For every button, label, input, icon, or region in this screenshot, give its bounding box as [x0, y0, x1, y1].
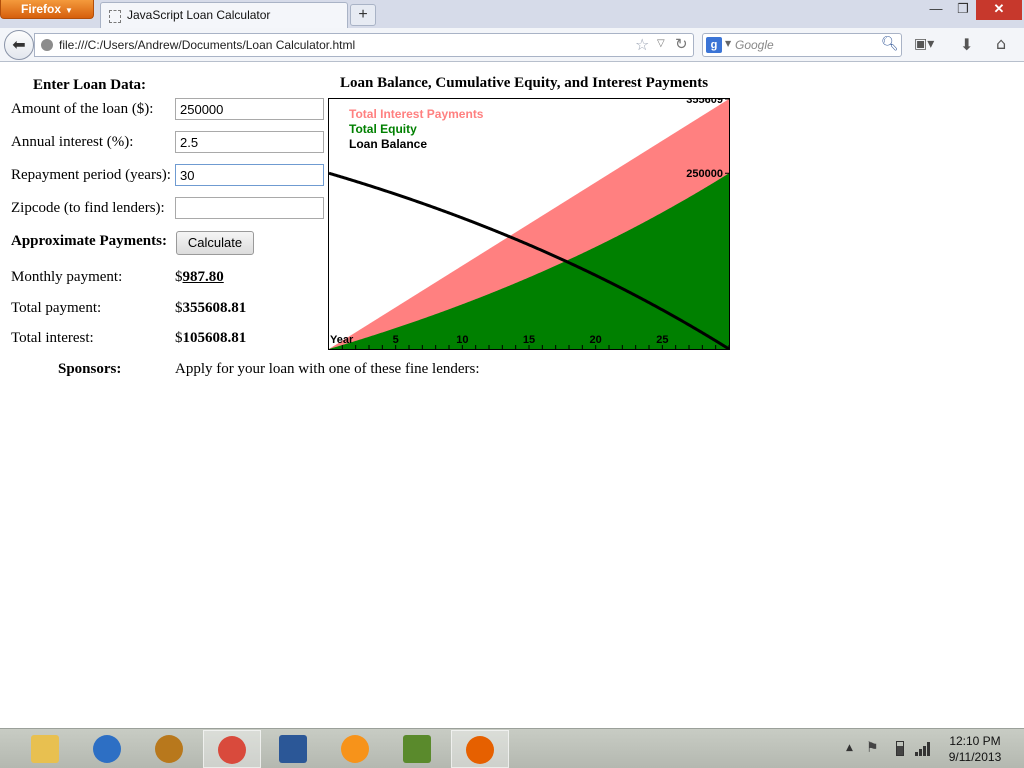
x-tick-label: 25	[656, 334, 668, 346]
payments-heading: Approximate Payments:	[11, 233, 167, 249]
chevron-down-icon[interactable]: ▼	[725, 39, 732, 48]
file-explorer-icon	[31, 735, 59, 763]
total-interest: $105608.81	[175, 330, 246, 347]
interest-label: Annual interest (%):	[11, 134, 134, 150]
chart-title: Loan Balance, Cumulative Equity, and Int…	[340, 75, 709, 91]
currency-symbol: $	[175, 269, 183, 285]
amount-label: Amount of the loan ($):	[11, 101, 154, 117]
battery-icon[interactable]	[896, 741, 904, 756]
amount-input[interactable]	[175, 98, 324, 120]
taskbar-app-malwarebytes[interactable]	[79, 730, 137, 768]
search-icon[interactable]: 🔍︎	[881, 36, 899, 52]
total-payment: $355608.81	[175, 300, 246, 317]
taskbar-app-star-wars-tor[interactable]	[141, 730, 199, 768]
loan-balance-line	[329, 171, 729, 349]
minimize-button[interactable]: —	[929, 1, 943, 16]
page-icon	[109, 10, 121, 23]
taskbar-app-chrome[interactable]	[203, 730, 261, 768]
star-wars-tor-icon	[155, 735, 183, 763]
total-interest-label: Total interest:	[11, 330, 94, 346]
chart-canvas: Year 5 10 15 20 25 355609 250000 Total Interest …	[329, 99, 729, 349]
globe-icon	[41, 39, 53, 51]
taskbar-app-bitcoin[interactable]	[327, 730, 385, 768]
x-axis-label: Year	[330, 334, 354, 346]
taskbar-app-minecraft[interactable]	[389, 730, 447, 768]
malwarebytes-icon	[93, 735, 121, 763]
firefox-icon	[466, 736, 494, 764]
total-label: Total payment:	[11, 300, 102, 316]
tab-title: JavaScript Loan Calculator	[127, 8, 271, 22]
legend-total-equity: Total Equity	[349, 122, 417, 136]
sponsors-text: Apply for your loan with one of these fi…	[175, 361, 480, 377]
minecraft-icon	[403, 735, 431, 763]
total-payment-value: 355608.81	[182, 300, 247, 316]
history-dropdown-icon[interactable]: ▽	[657, 38, 665, 49]
enter-loan-heading: Enter Loan Data:	[33, 77, 147, 93]
taskbar: ▲ ⚑ 12:10 PM 9/11/2013	[0, 728, 1024, 768]
bookmarks-menu-icon[interactable]: ▣▾	[914, 36, 935, 52]
monthly-label: Monthly payment:	[11, 269, 123, 285]
x-tick-label: 15	[523, 334, 535, 346]
bitcoin-icon	[341, 735, 369, 763]
back-button[interactable]: ⬅	[4, 30, 34, 60]
equity-area	[329, 173, 729, 349]
close-window-button[interactable]: ✕	[976, 0, 1022, 20]
firefox-menu-label: Firefox	[21, 2, 62, 16]
sponsors-label: Sponsors:	[58, 361, 122, 377]
bookmark-star-icon[interactable]: ☆	[635, 35, 650, 54]
chevron-down-icon: ▼	[65, 6, 73, 15]
new-tab-button[interactable]: +	[350, 4, 376, 26]
x-tick-label: 5	[393, 334, 399, 346]
url-text[interactable]: file:///C:/Users/Andrew/Documents/Loan C…	[59, 38, 356, 52]
legend-total-interest-payments: Total Interest Payments	[349, 107, 484, 121]
wifi-signal-icon[interactable]	[914, 740, 932, 756]
search-input[interactable]: Google	[735, 38, 774, 52]
x-tick-label: 10	[456, 334, 468, 346]
x-tick-label: 20	[590, 334, 602, 346]
zipcode-input[interactable]	[175, 197, 324, 219]
word-icon	[279, 735, 307, 763]
y-tick-label: 250000	[686, 168, 723, 180]
home-icon[interactable]: ⌂	[996, 34, 1007, 53]
interest-input[interactable]	[175, 131, 324, 153]
taskbar-app-file-explorer[interactable]	[17, 730, 75, 768]
clock-date[interactable]: 9/11/2013	[948, 750, 1002, 764]
title-bar: Firefox ▼ JavaScript Loan Calculator + — …	[0, 0, 1024, 28]
restore-button[interactable]: ❐	[957, 1, 969, 16]
clock-time[interactable]: 12:10 PM	[949, 734, 1001, 748]
back-arrow-icon: ⬅	[12, 35, 26, 54]
currency-symbol: $	[175, 300, 183, 316]
taskbar-app-word[interactable]	[265, 730, 323, 768]
monthly-payment: $987.80	[175, 269, 224, 286]
search-bar[interactable]: g ▼ Google 🔍︎	[702, 33, 902, 57]
chrome-icon	[218, 736, 246, 764]
period-label: Repayment period (years):	[11, 167, 171, 183]
y-tick-label: 355609	[686, 99, 723, 106]
loan-chart: Year 5 10 15 20 25 355609 250000 Total Interest …	[328, 98, 730, 350]
firefox-menu-button[interactable]: Firefox ▼	[0, 0, 94, 19]
total-interest-value: 105608.81	[182, 330, 247, 346]
page-content: Enter Loan Data: Amount of the loan ($):…	[0, 63, 1024, 727]
period-input[interactable]	[175, 164, 324, 186]
zipcode-label: Zipcode (to find lenders):	[11, 200, 165, 216]
reload-icon[interactable]: ↻	[675, 35, 688, 53]
currency-symbol: $	[175, 330, 183, 346]
action-center-flag-icon[interactable]: ⚑	[866, 740, 879, 756]
address-bar[interactable]: file:///C:/Users/Andrew/Documents/Loan C…	[34, 33, 694, 57]
download-icon[interactable]: ⬇	[960, 35, 974, 54]
google-icon[interactable]: g	[706, 37, 722, 53]
navigation-toolbar: ⬅ file:///C:/Users/Andrew/Documents/Loan…	[0, 28, 1024, 62]
taskbar-app-firefox[interactable]	[451, 730, 509, 768]
show-hidden-icons-icon[interactable]: ▲	[846, 743, 853, 753]
tab-loan-calculator[interactable]: JavaScript Loan Calculator	[100, 2, 348, 28]
legend-loan-balance: Loan Balance	[349, 137, 427, 151]
monthly-payment-value: 987.80	[182, 269, 224, 285]
calculate-button[interactable]: Calculate	[176, 231, 254, 255]
